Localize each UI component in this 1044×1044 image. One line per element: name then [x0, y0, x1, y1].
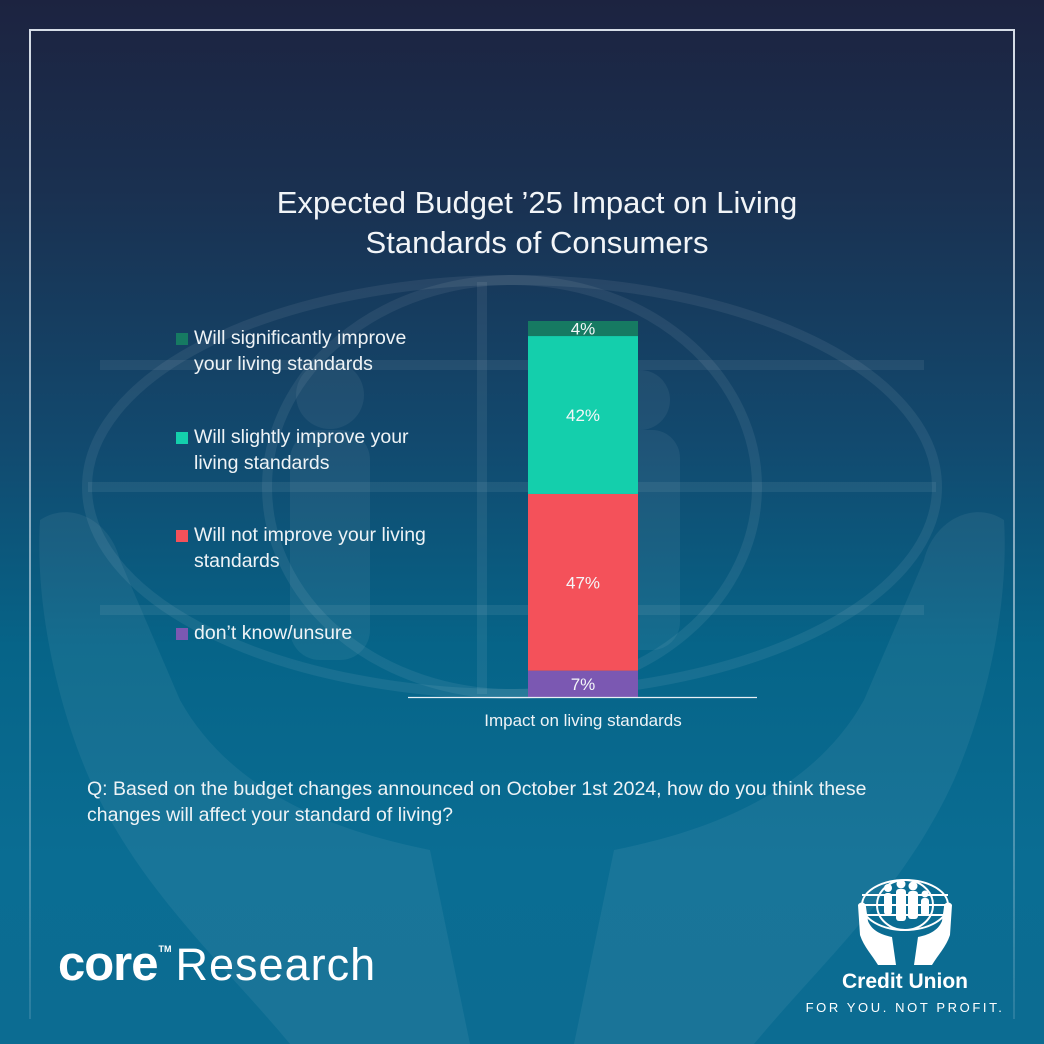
- page-frame: [29, 29, 1015, 1019]
- legend-label: Will not improve your living standards: [194, 524, 426, 572]
- legend-swatch: [176, 333, 188, 345]
- legend-swatch: [176, 628, 188, 640]
- bar-segment: [528, 321, 638, 337]
- bar-data-label: 47%: [566, 573, 600, 592]
- chart-title-line-2: Standards of Consumers: [365, 225, 709, 260]
- legend-item-significantly-improve: Will significantly improve your living s…: [176, 325, 446, 377]
- legend-item-not-improve: Will not improve your living standards: [176, 522, 446, 574]
- credit-union-logo: Credit Union FOR YOU. NOT PROFIT.: [800, 875, 1010, 1015]
- bar-segment: [528, 493, 638, 671]
- legend-swatch: [176, 432, 188, 444]
- credit-union-hands-globe-icon: [858, 879, 952, 965]
- core-logo-word: core: [58, 937, 159, 991]
- legend-label: Will significantly improve your living s…: [194, 327, 407, 375]
- legend-item-dont-know: don’t know/unsure: [176, 620, 446, 646]
- core-research-logo: coreTMResearch: [58, 936, 376, 992]
- bar-data-label: 42%: [566, 406, 600, 425]
- x-axis-category-label: Impact on living standards: [484, 711, 682, 730]
- credit-union-name: Credit Union: [842, 970, 968, 993]
- bar-data-label: 4%: [571, 320, 596, 339]
- chart-title: Expected Budget ’25 Impact on Living Sta…: [180, 183, 894, 263]
- credit-union-tagline: FOR YOU. NOT PROFIT.: [805, 1000, 1005, 1015]
- bar-segment: [528, 670, 638, 697]
- legend-item-slightly-improve: Will slightly improve your living standa…: [176, 424, 446, 476]
- survey-question: Q: Based on the budget changes announced…: [87, 778, 867, 826]
- chart-title-line-1: Expected Budget ’25 Impact on Living: [276, 185, 798, 220]
- legend-swatch: [176, 530, 188, 542]
- bar-segment: [528, 336, 638, 494]
- trademark-mark: TM: [158, 944, 172, 954]
- bar-data-label: 7%: [571, 675, 596, 694]
- core-logo-research: Research: [175, 939, 377, 990]
- legend-label: don’t know/unsure: [194, 622, 353, 644]
- legend-label: Will slightly improve your living standa…: [194, 426, 409, 474]
